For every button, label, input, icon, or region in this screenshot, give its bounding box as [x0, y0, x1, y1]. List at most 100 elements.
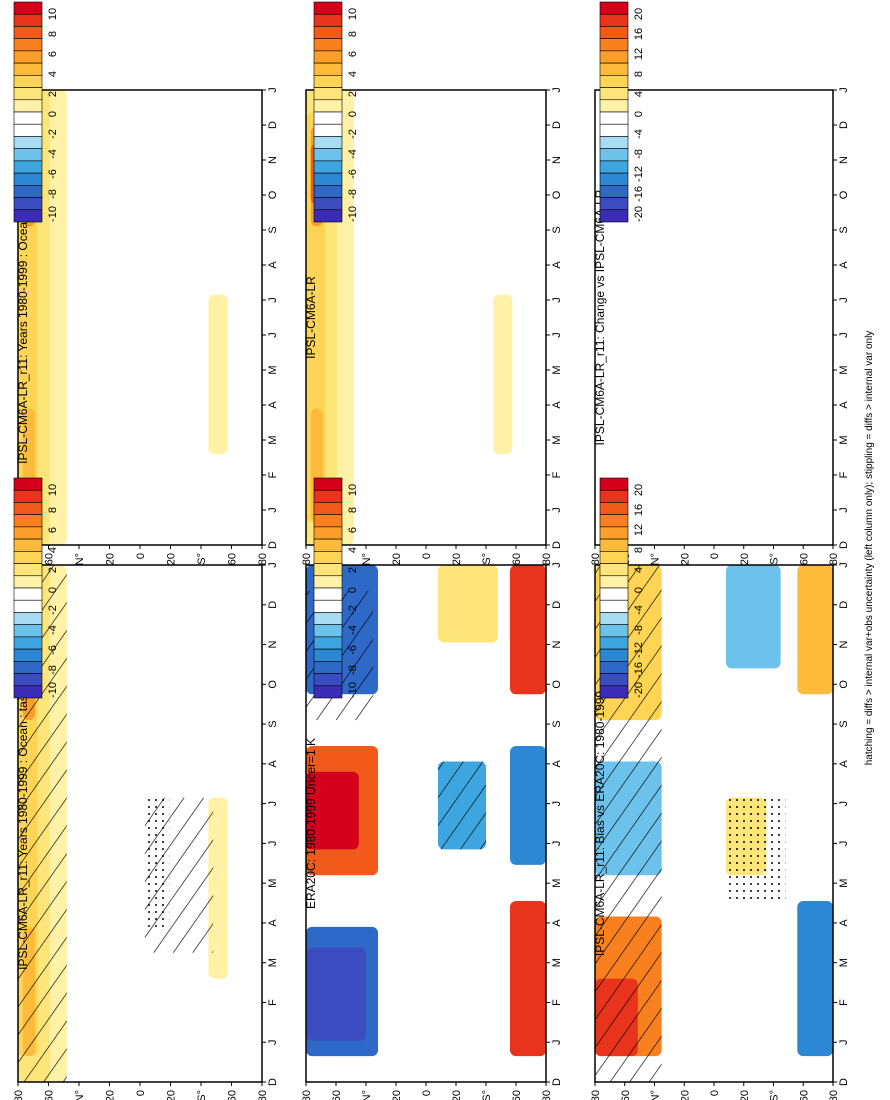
lat-tick-label: 20: [739, 553, 751, 565]
month-tick-label: A: [267, 401, 279, 409]
colorbar-swatch: [313, 50, 343, 64]
colorbar-label: 4: [633, 567, 645, 573]
field-blob: [208, 294, 228, 454]
month-tick-label: A: [551, 401, 563, 409]
colorbar-swatch: [13, 160, 43, 174]
month-tick-label: J: [551, 801, 563, 807]
colorbar-swatch: [13, 209, 43, 223]
month-tick-label: J: [551, 332, 563, 338]
colorbar-swatch: [13, 673, 43, 687]
lat-tick-label: N°: [74, 553, 86, 565]
colorbar-swatch: [599, 148, 629, 162]
colorbar-swatch: [313, 538, 343, 552]
lat-tick-label: 60: [511, 553, 523, 565]
field-blob: [510, 745, 546, 865]
month-tick-label: A: [551, 760, 563, 768]
colorbar-label: -4: [347, 149, 359, 159]
colorbar-swatch: [13, 1, 43, 15]
colorbar-label: -6: [347, 169, 359, 179]
month-tick-label: S: [267, 720, 279, 727]
colorbar-swatch: [13, 526, 43, 540]
colorbar-swatch: [313, 26, 343, 39]
colorbar-label: -4: [633, 129, 645, 139]
colorbar-swatch: [13, 75, 43, 88]
colorbar-swatch: [13, 99, 43, 113]
month-tick-label: D: [551, 601, 563, 609]
lat-tick-label: N°: [650, 1090, 662, 1100]
month-tick-label: J: [838, 801, 850, 807]
colorbar-swatch: [13, 172, 43, 186]
colorbar-swatch: [313, 136, 343, 149]
panel-p5: IPSL-CM6A-LR_r11: Change vs IPSL-CM6A-LR…: [590, 1, 850, 565]
colorbar-swatch: [13, 551, 43, 564]
lat-tick-label: 60: [798, 553, 810, 565]
field-blob: [510, 565, 546, 695]
colorbar-swatch: [313, 87, 343, 101]
colorbar-swatch: [599, 477, 629, 491]
colorbar-label: 8: [347, 31, 359, 37]
colorbar-label: -10: [47, 206, 59, 222]
lat-tick-label: N°: [74, 1090, 86, 1100]
month-tick-label: J: [838, 297, 850, 303]
colorbar-swatch: [599, 673, 629, 687]
month-tick-label: J: [267, 801, 279, 807]
lat-tick-label: 0: [709, 553, 721, 559]
field-blob: [797, 565, 833, 695]
colorbar-swatch: [599, 160, 629, 174]
colorbar-swatch: [313, 209, 343, 223]
month-tick-label: J: [838, 841, 850, 847]
colorbar-swatch: [599, 599, 629, 613]
month-tick-label: J: [267, 1039, 279, 1045]
field-blob: [493, 294, 513, 454]
month-tick-label: O: [551, 680, 563, 689]
colorbar-swatch: [599, 648, 629, 662]
colorbar-label: -2: [347, 129, 359, 139]
lat-tick-label: 20: [679, 1090, 691, 1100]
field-blob: [438, 565, 498, 643]
panel-p4: ERA20C: 1980-1999 Uncer=1 K D J F M A M J J A S O N D…: [301, 477, 563, 1100]
month-tick-label: J: [267, 87, 279, 93]
lat-tick-label: 0: [135, 1090, 147, 1096]
colorbar-label: 20: [633, 8, 645, 20]
colorbar-swatch: [313, 75, 343, 88]
month-tick-label: N: [838, 641, 850, 649]
colorbar-label: 8: [347, 507, 359, 513]
colorbar-label: -10: [347, 682, 359, 698]
colorbar-label: 4: [47, 71, 59, 77]
colorbar-label: -10: [347, 206, 359, 222]
month-tick-label: M: [267, 435, 279, 444]
colorbar-swatch: [13, 612, 43, 625]
colorbar-swatch: [13, 599, 43, 613]
colorbar-swatch: [13, 87, 43, 101]
colorbar-swatch: [13, 624, 43, 638]
colorbar-swatch: [599, 197, 629, 211]
colorbar-swatch: [599, 526, 629, 540]
colorbar-swatch: [313, 587, 343, 601]
lat-tick-label: 20: [451, 1090, 463, 1100]
month-tick-label: A: [551, 261, 563, 269]
colorbar: 20 16 12 8 4 0 -4 -8 -12 -16 -20: [599, 477, 645, 699]
colorbar-swatch: [599, 551, 629, 564]
lat-tick-label: 60: [798, 1090, 810, 1100]
month-tick-label: D: [838, 1078, 850, 1086]
colorbar-label: -4: [633, 605, 645, 615]
lat-tick-label: 60: [620, 1090, 632, 1100]
colorbar-swatch: [599, 612, 629, 625]
colorbar-swatch: [599, 575, 629, 589]
colorbar-label: -6: [347, 645, 359, 655]
colorbar-label: 6: [347, 527, 359, 533]
lat-tick-label: 20: [105, 1090, 117, 1100]
colorbar-label: 6: [47, 51, 59, 57]
month-tick-label: J: [838, 507, 850, 513]
field-blob: [725, 565, 781, 669]
panel-title: IPSL-CM6A-LR_r11: Years 1980-1999 : Ocea…: [16, 171, 30, 464]
month-tick-label: J: [267, 562, 279, 568]
field-blob: [306, 771, 359, 850]
colorbar-swatch: [313, 599, 343, 613]
colorbar-swatch: [599, 99, 629, 113]
month-tick-label: A: [267, 919, 279, 927]
colorbar-swatch: [313, 1, 343, 15]
month-tick-label: M: [267, 958, 279, 967]
colorbar-swatch: [599, 26, 629, 39]
lat-tick-label: 80: [828, 1090, 840, 1100]
